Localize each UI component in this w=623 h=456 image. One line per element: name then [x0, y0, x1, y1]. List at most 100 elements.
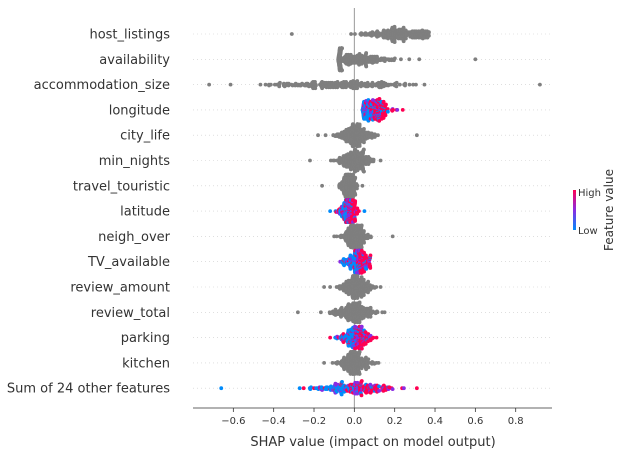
shap-point	[328, 209, 333, 214]
shap-point	[295, 310, 300, 315]
x-tick-label: −0.2	[302, 416, 326, 427]
shap-point	[268, 82, 273, 87]
shap-point	[375, 310, 380, 315]
shap-point	[414, 386, 419, 391]
shap-point	[400, 108, 405, 112]
x-axis: −0.6 −0.4 −0.2 0.0 0.2 0.4 0.6 0.8	[193, 407, 552, 427]
feature-label: parking	[121, 331, 170, 346]
x-tick-label: 0.4	[427, 416, 443, 427]
shap-point	[219, 386, 224, 391]
feature-label: city_life	[120, 129, 170, 144]
shap-point	[376, 361, 381, 365]
shap-point	[322, 361, 326, 365]
shap-point	[395, 108, 400, 112]
colorbar-gradient	[573, 190, 576, 230]
shap-point	[362, 140, 366, 145]
shap-point	[362, 126, 366, 131]
shap-point	[368, 253, 373, 258]
shap-point	[277, 84, 282, 89]
shap-point	[378, 158, 383, 163]
shap-point	[362, 229, 366, 233]
x-tick-label: −0.4	[262, 416, 286, 427]
feature-label: accommodation_size	[34, 78, 170, 93]
shap-point	[359, 379, 364, 383]
feature-label: review_amount	[70, 281, 170, 296]
feature-label: Sum of 24 other features	[7, 382, 170, 397]
shap-point	[355, 86, 360, 91]
colorbar-title: Feature value	[602, 169, 616, 251]
shap-point	[289, 32, 294, 36]
shap-point	[366, 279, 371, 284]
shap-point	[368, 266, 373, 270]
shap-point	[407, 57, 412, 62]
shap-point	[368, 314, 373, 319]
shap-point	[359, 245, 364, 250]
shap-point	[340, 68, 344, 73]
shap-point	[422, 82, 427, 87]
shap-point	[366, 365, 371, 370]
shap-point	[414, 133, 419, 138]
shap-point	[328, 285, 333, 289]
shap-point	[473, 57, 478, 62]
shap-point	[353, 32, 357, 36]
feature-label: min_nights	[99, 154, 170, 169]
shap-point	[362, 240, 366, 245]
shap-point	[377, 97, 382, 101]
shap-point	[322, 285, 326, 289]
x-tick-label: 0.2	[387, 416, 403, 427]
shap-point	[359, 393, 364, 398]
shap-point	[362, 169, 366, 174]
feature-label: travel_touristic	[73, 179, 170, 194]
shap-point	[382, 310, 387, 315]
shap-point	[427, 33, 431, 38]
shap-point	[361, 147, 366, 152]
shap-point	[366, 357, 371, 362]
shap-point	[353, 199, 358, 204]
shap-point	[417, 57, 422, 62]
shap-point	[374, 285, 379, 289]
colorbar: High Low Feature value	[573, 169, 616, 251]
shap-point	[378, 285, 383, 289]
shap-point	[316, 133, 320, 138]
shap-point	[401, 25, 406, 30]
x-tick-label: 0.0	[346, 416, 362, 427]
feature-labels: host_listings availability accommodation_s…	[7, 28, 171, 397]
shap-point	[392, 56, 397, 61]
x-axis-title: SHAP value (impact on model output)	[250, 435, 495, 450]
shap-point	[297, 386, 302, 391]
shap-point	[384, 102, 388, 107]
shap-point	[368, 305, 373, 310]
shap-point	[401, 386, 406, 391]
shap-point	[362, 209, 367, 214]
shap-point	[357, 300, 362, 305]
shap-point	[376, 133, 380, 138]
shap-point	[394, 80, 399, 85]
shap-point	[353, 219, 357, 223]
shap-point	[361, 293, 366, 297]
shap-point	[340, 380, 344, 384]
feature-label: host_listings	[89, 28, 170, 43]
colorbar-high-label: High	[578, 188, 601, 199]
shap-point	[356, 209, 361, 214]
shap-point	[388, 82, 393, 87]
shap-point	[355, 183, 360, 188]
shap-point	[359, 356, 364, 361]
shap-point	[392, 40, 397, 44]
shap-point	[414, 82, 418, 87]
shap-point	[364, 51, 369, 55]
shap-point	[228, 82, 233, 87]
feature-label: TV_available	[87, 255, 170, 270]
shap-point	[360, 183, 365, 188]
x-tick-label: 0.8	[508, 416, 524, 427]
shap-point	[381, 99, 386, 104]
shap-point	[538, 82, 542, 87]
shap-point	[390, 234, 395, 239]
shap-point	[359, 366, 364, 371]
feature-label: kitchen	[122, 356, 170, 371]
shap-point	[357, 372, 362, 376]
shap-point	[355, 274, 360, 278]
shap-point	[308, 158, 312, 163]
shap-point	[207, 82, 212, 87]
